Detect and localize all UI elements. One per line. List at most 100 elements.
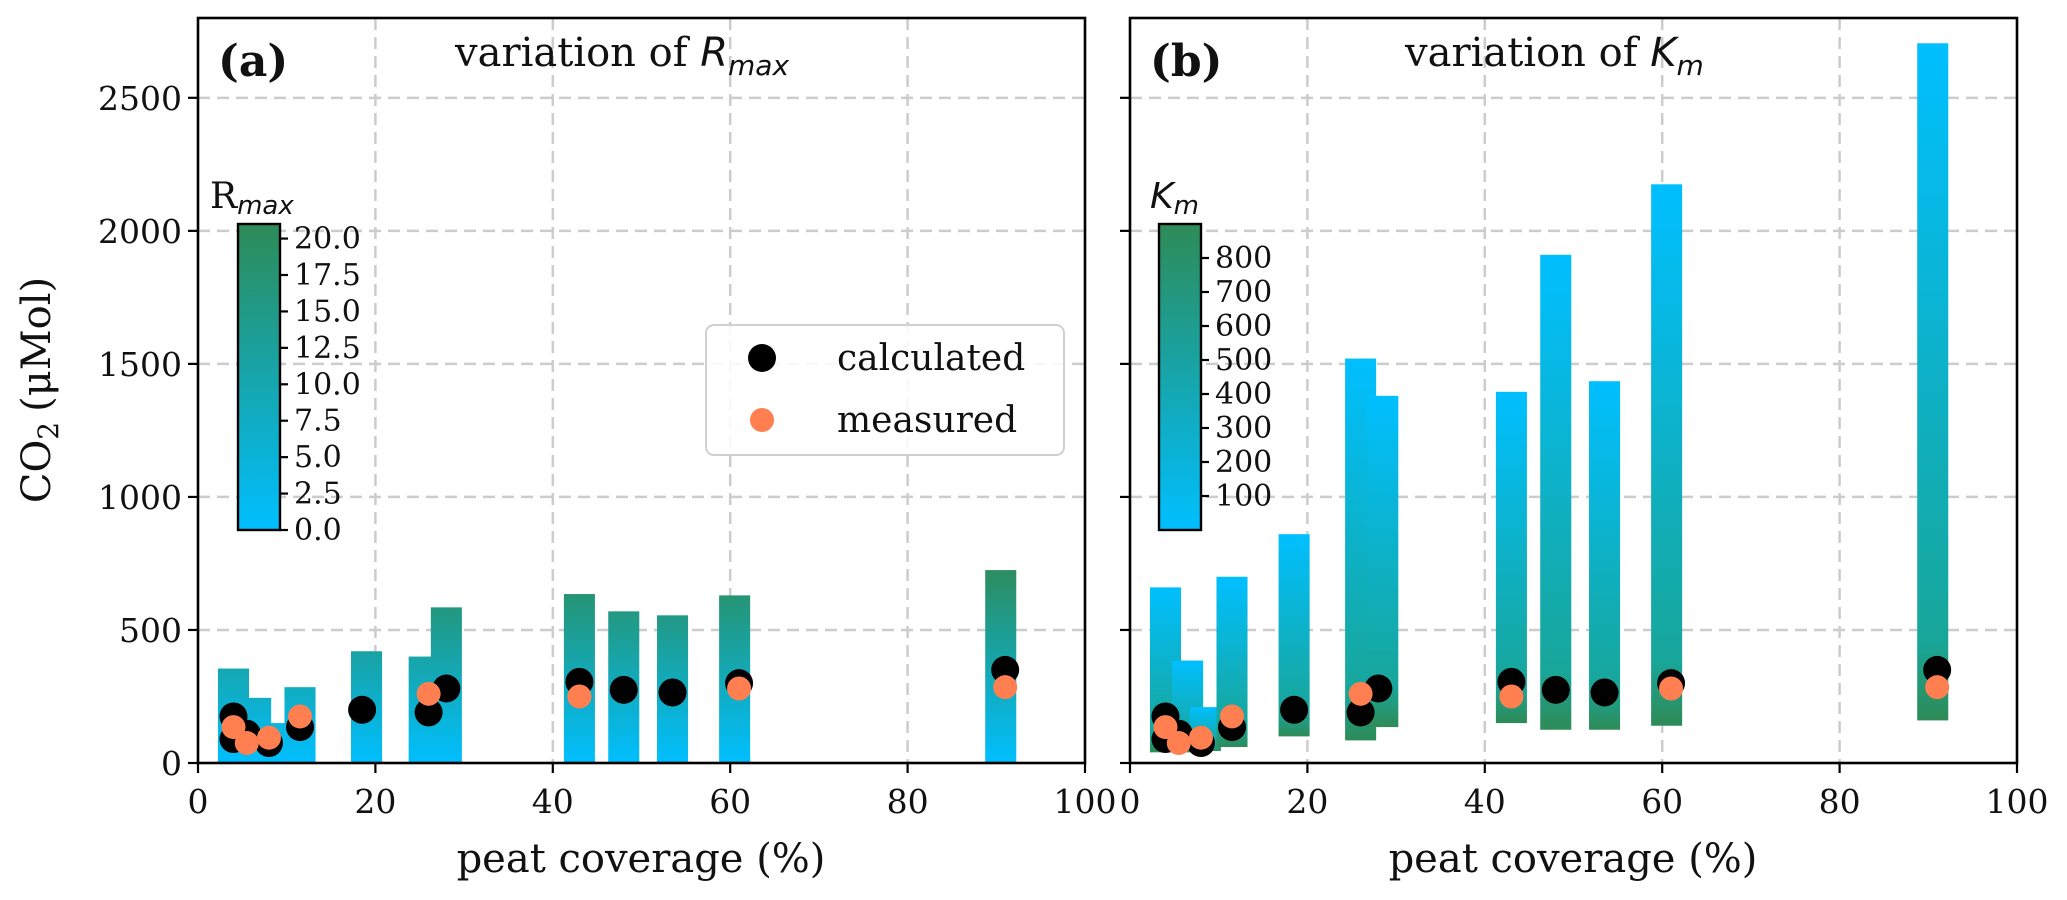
title-a-prefix: variation of <box>454 30 700 76</box>
legend: calculated measured <box>705 324 1065 456</box>
colorbar-tick-label: 300 <box>1215 411 1272 446</box>
bar <box>1367 395 1399 728</box>
axes-frame-b <box>1128 16 2019 765</box>
x-tick-label: 0 <box>188 782 209 821</box>
point-measured <box>234 731 259 756</box>
y-tick-label: 1500 <box>98 345 182 384</box>
x-axis-label-b: peat coverage (%) <box>1389 836 1758 882</box>
colorbar-tick-label: 600 <box>1215 309 1272 344</box>
points-b <box>1151 655 1952 758</box>
point-measured <box>416 681 441 706</box>
colorbar-b-label: Km <box>1150 176 1199 221</box>
y-tick-label: 2500 <box>98 79 182 118</box>
point-measured <box>727 676 752 701</box>
points-a <box>219 655 1020 758</box>
y-tick-label: 500 <box>119 611 182 650</box>
colorbar-a-label: Rmax <box>210 176 294 221</box>
x-tick-label: 40 <box>1464 782 1506 821</box>
title-a-var: R <box>700 30 728 76</box>
colorbar-tick-label: 500 <box>1215 343 1272 378</box>
colorbar-tick-label: 7.5 <box>294 404 342 439</box>
title-b-var-sub: m <box>1676 49 1703 82</box>
bar <box>1540 254 1572 730</box>
point-measured <box>221 715 246 740</box>
point-calculated <box>1590 678 1619 707</box>
colorbar-a-label-main: R <box>210 176 238 217</box>
colorbar-b-label-main: K <box>1150 176 1176 217</box>
point-measured <box>1153 715 1178 740</box>
bar <box>1651 184 1683 726</box>
point-measured <box>567 684 592 709</box>
point-calculated <box>1280 695 1309 724</box>
x-tick-label: 40 <box>532 782 574 821</box>
x-tick-label: 20 <box>354 782 396 821</box>
chart-title-b: variation of Km <box>1404 30 1704 82</box>
y-axis-label-co: CO <box>14 440 60 503</box>
y-tick-label: 2000 <box>98 212 182 251</box>
colorbar-a: Rmax 0.02.55.07.510.012.515.017.520.0 <box>210 176 361 548</box>
x-tick-label: 60 <box>1641 782 1683 821</box>
point-calculated <box>1541 675 1570 704</box>
point-calculated <box>658 678 687 707</box>
y-axis-label-sub: 2 <box>32 422 65 440</box>
colorbar-tick-label: 100 <box>1215 479 1272 514</box>
legend-marker-measured <box>750 408 774 432</box>
x-axis-label-a: peat coverage (%) <box>457 836 826 882</box>
point-measured <box>1348 681 1373 706</box>
bars-a <box>217 570 1017 763</box>
point-measured <box>1188 725 1213 750</box>
legend-box <box>705 324 1065 456</box>
point-calculated <box>414 698 443 727</box>
x-tick-label: 60 <box>709 782 751 821</box>
legend-marker-calculated <box>748 344 776 372</box>
colorbar-a-gradient <box>236 222 282 532</box>
point-measured <box>1220 704 1245 729</box>
panel-b: 0 20 40 60 80 100 (b) variation of Km Km 1002… <box>1120 16 2049 882</box>
panel-label-b: (b) <box>1150 36 1222 87</box>
title-b-prefix: variation of <box>1404 30 1650 76</box>
colorbar-tick-label: 20.0 <box>294 222 361 257</box>
x-tick-label: 80 <box>887 782 929 821</box>
colorbar-tick-label: 0.0 <box>294 513 342 548</box>
ticks-b: 0 20 40 60 80 100 <box>1120 96 2049 821</box>
y-tick-label: 0 <box>161 744 182 783</box>
colorbar-tick-label: 200 <box>1215 445 1272 480</box>
x-tick-label: 100 <box>1986 782 2049 821</box>
legend-label-calculated: calculated <box>837 338 1025 379</box>
colorbar-tick-label: 10.0 <box>294 367 361 402</box>
point-measured <box>993 675 1018 700</box>
colorbar-tick-label: 400 <box>1215 377 1272 412</box>
colorbar-tick-label: 700 <box>1215 275 1272 310</box>
colorbar-tick-label: 15.0 <box>294 294 361 329</box>
bar <box>1917 43 1949 721</box>
legend-label-measured: measured <box>837 400 1017 441</box>
chart-title-a: variation of Rmax <box>454 30 789 82</box>
colorbar-a-ticks: 0.02.55.07.510.012.515.017.520.0 <box>280 222 361 548</box>
point-measured <box>256 725 281 750</box>
y-axis-label-unit: (μMol) <box>14 277 60 412</box>
point-calculated <box>1346 698 1375 727</box>
point-measured <box>1499 684 1524 709</box>
point-calculated <box>348 695 377 724</box>
point-measured <box>288 704 313 729</box>
point-calculated <box>1923 655 1952 684</box>
panel-label-a: (a) <box>218 36 288 87</box>
colorbar-tick-label: 5.0 <box>294 440 342 475</box>
x-tick-label: 20 <box>1286 782 1328 821</box>
title-b-var: K <box>1650 30 1679 76</box>
colorbar-tick-label: 12.5 <box>294 331 361 366</box>
colorbar-a-label-sub: max <box>237 191 294 221</box>
y-tick-label: 1000 <box>98 478 182 517</box>
point-calculated <box>991 655 1020 684</box>
point-calculated <box>609 675 638 704</box>
point-measured <box>1166 731 1191 756</box>
colorbar-b-label-sub: m <box>1174 191 1199 221</box>
point-measured <box>1659 676 1684 701</box>
colorbar-b-gradient <box>1157 222 1203 532</box>
y-axis-label: CO2 (μMol) <box>14 277 65 503</box>
